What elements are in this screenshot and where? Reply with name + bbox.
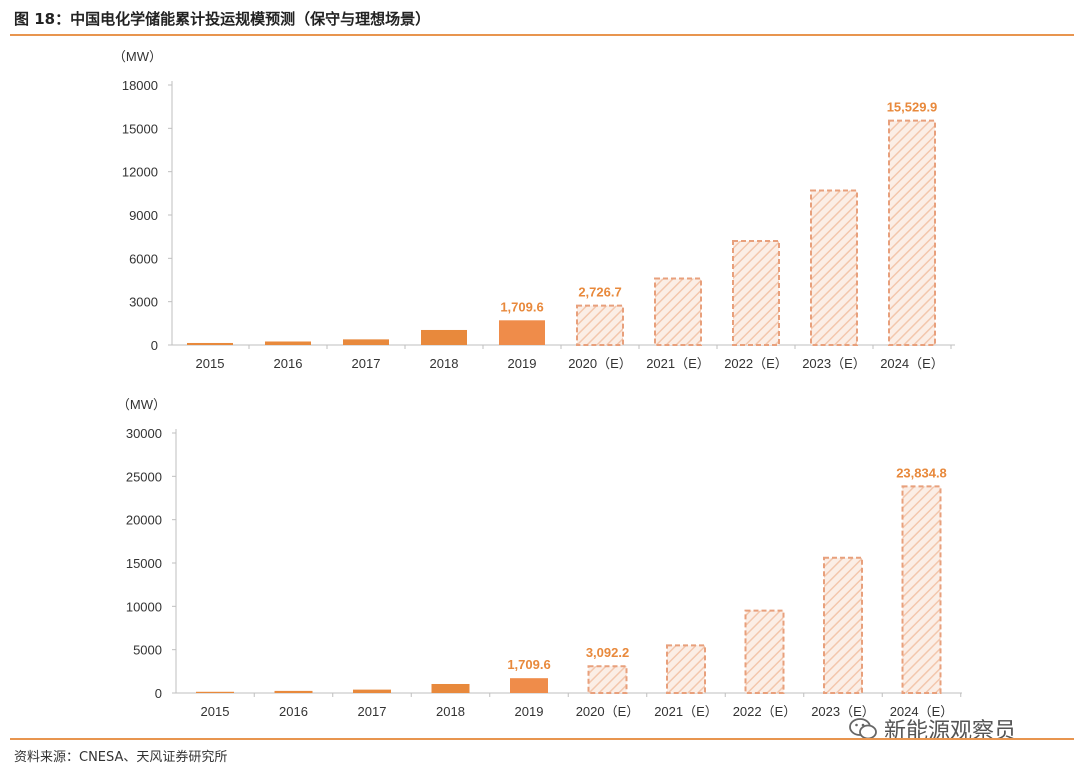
bar-forecast [732, 240, 780, 346]
x-tick-label: 2017 [358, 704, 387, 719]
data-label: 1,709.6 [507, 657, 550, 672]
data-label: 1,709.6 [500, 299, 543, 314]
x-tick-label: 2016 [279, 704, 308, 719]
y-tick-label: 30000 [126, 426, 162, 441]
bar-actual [274, 690, 313, 693]
x-tick-label: 2015 [201, 704, 230, 719]
y-tick-label: 3000 [129, 295, 158, 310]
y-tick-label: 12000 [122, 165, 158, 180]
x-tick-label: 2016 [274, 356, 303, 371]
bar-forecast [744, 609, 785, 695]
watermark: 新能源观察员 [848, 713, 1016, 745]
y-tick-label: 0 [151, 338, 158, 353]
wechat-icon [849, 718, 877, 740]
x-tick-label: 2019 [515, 704, 544, 719]
x-tick-label: 2023（E） [802, 356, 866, 371]
data-label: 23,834.8 [896, 465, 947, 480]
x-tick-label: 2020（E） [568, 356, 632, 371]
bar-actual [343, 339, 389, 345]
bar-forecast [901, 485, 942, 694]
unit-label: （MW） [113, 49, 162, 64]
data-label: 3,092.2 [586, 645, 629, 660]
y-tick-label: 10000 [126, 599, 162, 614]
unit-label: （MW） [117, 397, 166, 412]
bar-actual [187, 342, 233, 345]
bar-forecast [576, 304, 624, 346]
data-label: 2,726.7 [578, 285, 621, 300]
bar-actual [353, 689, 391, 693]
y-tick-label: 25000 [126, 469, 162, 484]
chart-ideal: （MW） 0 5000 10000 15000 20000 25000 30000 2015 20… [117, 397, 962, 719]
bar-actual [510, 678, 548, 693]
x-tick-label: 2024（E） [890, 704, 954, 719]
source-note: 资料来源：CNESA、天风证券研究所 [14, 750, 228, 765]
x-tick-label: 2021（E） [654, 704, 718, 719]
y-tick-label: 5000 [133, 643, 162, 658]
y-tick-label: 20000 [126, 513, 162, 528]
bar-actual [421, 329, 467, 345]
bar-forecast [654, 277, 702, 346]
x-tick-label: 2023（E） [811, 704, 875, 719]
watermark-text: 新能源观察员 [884, 719, 1017, 744]
y-tick-label: 9000 [129, 208, 158, 223]
x-tick-label: 2018 [430, 356, 459, 371]
y-tick-label: 6000 [129, 251, 158, 266]
data-label: 15,529.9 [887, 100, 938, 115]
x-tick-label: 2024（E） [880, 356, 944, 371]
y-tick-label: 0 [155, 686, 162, 701]
bar-actual [431, 683, 470, 693]
x-tick-label: 2020（E） [576, 704, 640, 719]
x-tick-label: 2022（E） [724, 356, 788, 371]
x-tick-label: 2015 [196, 356, 225, 371]
bar-forecast [823, 556, 863, 694]
bar-actual [196, 691, 234, 693]
figure-title: 图 18：中国电化学储能累计投运规模预测（保守与理想场景） [14, 10, 431, 28]
bar-forecast [587, 665, 628, 694]
y-tick-label: 18000 [122, 78, 158, 93]
chart-conservative: （MW） 0 3000 6000 9000 12000 15000 18000 2015 2016… [113, 49, 955, 371]
x-tick-label: 2018 [436, 704, 465, 719]
bar-actual [499, 320, 545, 345]
bar-forecast [810, 189, 858, 346]
bottom-divider [10, 738, 1074, 740]
x-tick-label: 2019 [508, 356, 537, 371]
x-tick-label: 2021（E） [646, 356, 710, 371]
bar-forecast [666, 644, 706, 694]
bar-actual [265, 341, 311, 345]
x-tick-label: 2022（E） [733, 704, 797, 719]
y-tick-label: 15000 [122, 121, 158, 136]
top-divider [10, 34, 1074, 36]
y-tick-label: 15000 [126, 556, 162, 571]
x-tick-label: 2017 [352, 356, 381, 371]
bar-forecast [888, 119, 936, 346]
